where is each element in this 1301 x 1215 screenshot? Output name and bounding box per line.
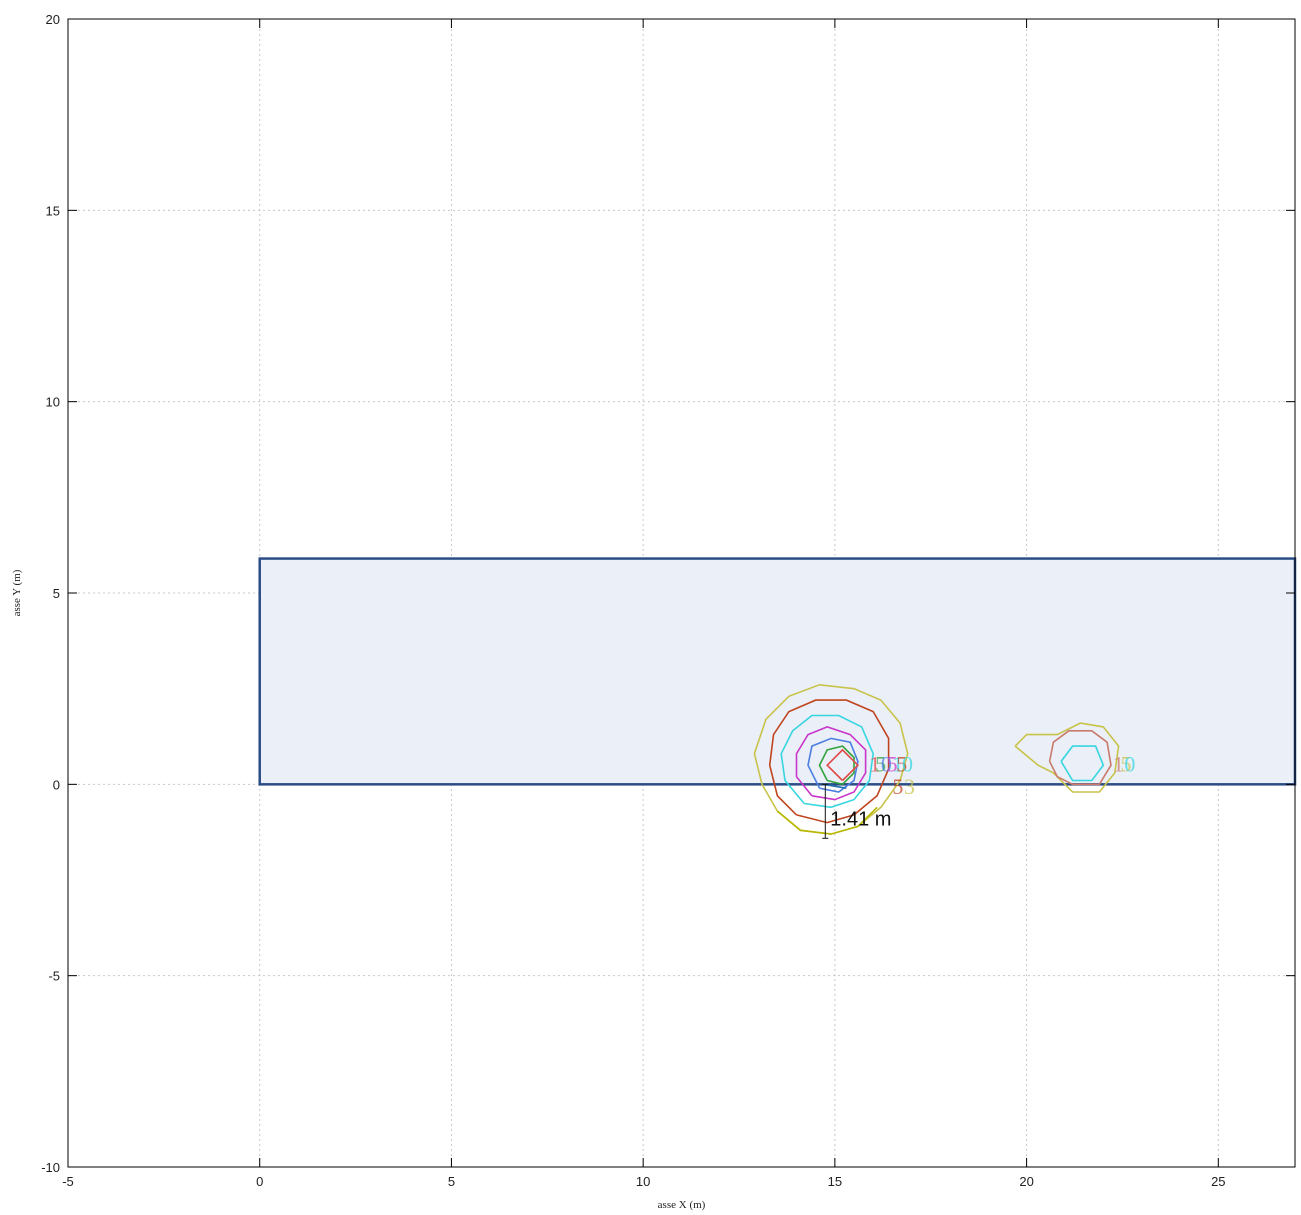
contour-value-label: 1	[869, 751, 880, 776]
contour-line	[780, 714, 875, 809]
contour-line	[768, 699, 890, 824]
grid-lines	[68, 19, 1295, 1167]
contour-value-label: 1	[892, 751, 903, 776]
contour-value-label: 0	[1124, 751, 1135, 776]
contour-line	[1014, 722, 1120, 793]
y-axis-title: asse Y (m)	[11, 569, 23, 616]
contour-value-label: 0	[881, 751, 892, 776]
x-tick-label: -5	[62, 1174, 74, 1189]
contour-line	[826, 748, 860, 782]
x-tick-label: 25	[1211, 1174, 1225, 1189]
y-tick-label: 10	[46, 395, 60, 410]
area-layer	[258, 557, 1297, 786]
contour-line	[776, 806, 878, 835]
contour-line	[753, 683, 909, 835]
contour-value-label: 5	[1121, 751, 1132, 776]
contour-value-label: 5	[892, 774, 903, 799]
x-tick-label: 0	[256, 1174, 263, 1189]
x-tick-label: 10	[636, 1174, 650, 1189]
y-tick-label: 15	[46, 203, 60, 218]
dimension-annotation: 1.41 m	[822, 783, 891, 839]
contour-value-label: 5	[896, 751, 907, 776]
x-tick-label: 5	[448, 1174, 455, 1189]
y-tick-label: 0	[53, 777, 60, 792]
x-tick-label: 20	[1019, 1174, 1033, 1189]
area-rectangle	[258, 557, 1297, 786]
y-tick-label: -10	[41, 1160, 60, 1175]
contour-line	[823, 783, 847, 789]
contour-line	[1048, 729, 1112, 786]
y-tick-label: 20	[46, 12, 60, 27]
x-axis-title: asse X (m)	[658, 1199, 706, 1211]
x-tick-label: 15	[828, 1174, 842, 1189]
contour-value-label: 5	[887, 751, 898, 776]
contour-line	[795, 726, 867, 801]
contour-line	[1060, 745, 1105, 782]
dimension-label: 1.41 m	[830, 808, 891, 830]
contour-value-label: 1	[1113, 751, 1124, 776]
contour-line	[818, 745, 855, 786]
contour-value-label: 0	[902, 751, 913, 776]
contour-lines	[753, 683, 1120, 835]
contour-value-label: 5	[875, 751, 886, 776]
y-tick-label: 5	[53, 586, 60, 601]
contour-value-label: 3	[904, 774, 915, 799]
y-tick-label: -5	[48, 969, 60, 984]
